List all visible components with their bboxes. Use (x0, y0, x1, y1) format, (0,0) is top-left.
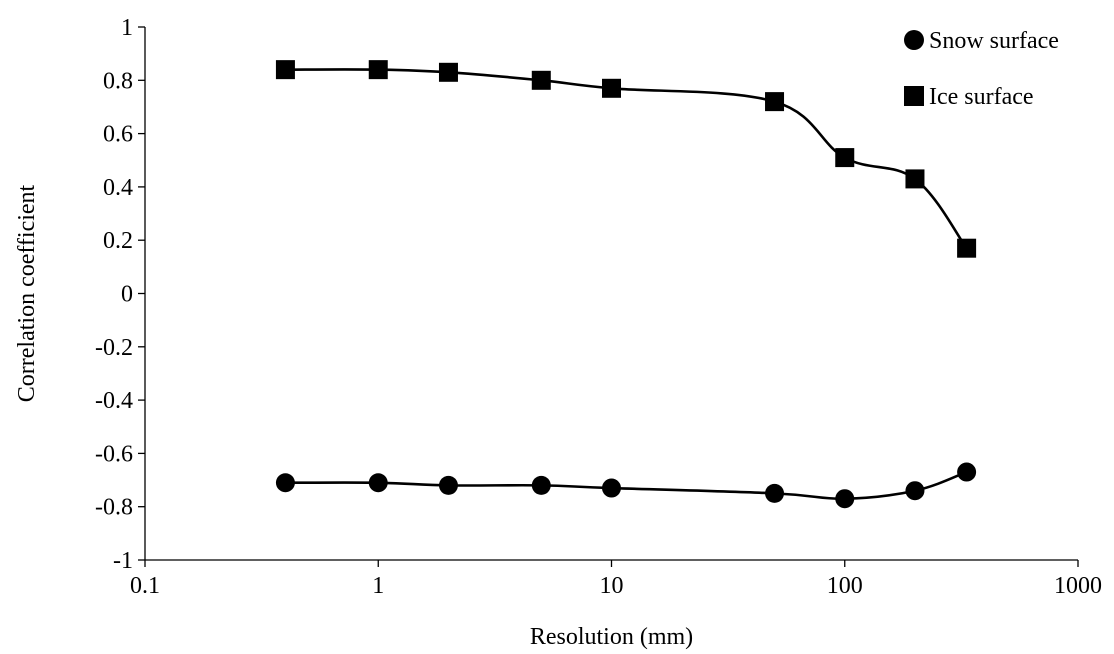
y-tick-label: 0.8 (103, 68, 133, 94)
x-axis-title: Resolution (mm) (530, 624, 693, 650)
snow-surface-point (835, 489, 855, 509)
snow-surface-legend-marker (904, 30, 924, 50)
y-tick-label: 0.6 (103, 122, 133, 148)
snow-surface-point (905, 481, 925, 501)
data-markers (275, 60, 977, 509)
x-tick-label: 1000 (1054, 573, 1102, 599)
axis-ticks: 1 0.8 0.6 0.4 0.2 0 -0.2 -0.4 -0.6 -0.8 -10.1 1 10 10… (95, 15, 1102, 599)
y-axis-title: Correlation coefficient (14, 184, 40, 402)
y-tick-label: -0.4 (95, 388, 133, 414)
snow-surface-point (765, 483, 785, 503)
y-tick-label: 1 (121, 15, 133, 41)
ice-surface-point (368, 60, 388, 80)
ice-surface-trend-line (285, 68, 968, 249)
y-tick-label: -0.6 (95, 441, 133, 467)
fit-lines (285, 68, 968, 501)
x-tick-label: 0.1 (130, 573, 160, 599)
x-tick-label: 1 (372, 573, 384, 599)
legend: Snow surface Ice surface (904, 28, 1059, 110)
y-tick-label: 0 (121, 282, 133, 308)
snow-surface-point (438, 475, 458, 495)
ice-surface-point (835, 148, 855, 168)
snow-surface-trend-line (285, 470, 968, 501)
ice-surface-point (602, 78, 621, 98)
ice-surface-point (275, 60, 295, 80)
snow-surface-point (531, 475, 551, 495)
snow-surface-point (368, 473, 388, 493)
ice-surface-legend-marker (904, 86, 924, 106)
ice-surface-point (957, 238, 977, 258)
ice-surface-point (531, 70, 551, 90)
snow-surface-point (602, 478, 621, 498)
ice-surface-legend-label: Ice surface (929, 84, 1034, 110)
ice-surface-point (905, 169, 925, 189)
snow-surface-point (275, 473, 295, 493)
x-tick-label: 10 (600, 573, 624, 599)
x-tick-label: 100 (827, 573, 863, 599)
y-tick-label: 0.4 (103, 175, 133, 201)
y-tick-label: 0.2 (103, 228, 133, 254)
ice-surface-point (438, 62, 458, 82)
snow-surface-legend-label: Snow surface (929, 28, 1059, 54)
ice-surface-point (765, 92, 785, 112)
snow-surface-point (957, 462, 977, 482)
y-tick-label: -1 (113, 548, 133, 574)
y-tick-label: -0.8 (95, 495, 133, 521)
y-tick-label: -0.2 (95, 335, 133, 361)
